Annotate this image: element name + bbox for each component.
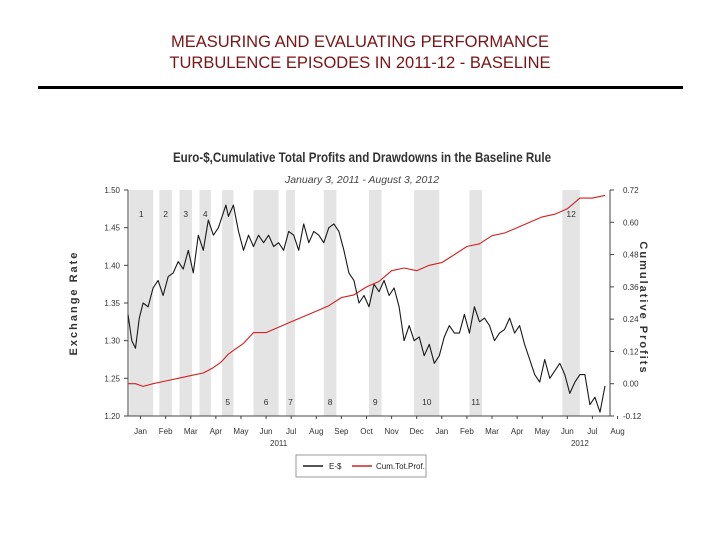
series-line-exchange-rate — [127, 204, 606, 413]
y-axis-title: Exchange Rate — [68, 251, 80, 356]
y-tick-label: 1.25 — [104, 374, 120, 383]
episode-band-1 — [129, 190, 154, 416]
episode-band-10 — [414, 190, 440, 416]
episode-label-10: 10 — [422, 397, 432, 407]
episode-label-6: 6 — [264, 397, 269, 407]
episode-label-5: 5 — [225, 397, 230, 407]
x-tick-label: Dec — [410, 427, 424, 436]
episode-band-4 — [199, 190, 211, 416]
y-tick-label: 1.40 — [104, 261, 120, 270]
episode-shading — [129, 190, 580, 416]
episode-band-11 — [469, 190, 482, 416]
y2-tick-label: 0.12 — [623, 347, 639, 356]
x-tick-label: Jun — [561, 427, 574, 436]
x-tick-label: Jul — [286, 427, 296, 436]
episode-band-7 — [286, 190, 295, 416]
y2-tick-label: 0.36 — [623, 283, 639, 292]
x-tick-label: Feb — [159, 427, 173, 436]
y-tick-label: 1.50 — [104, 186, 120, 195]
episode-label-4: 4 — [203, 209, 208, 219]
episode-label-9: 9 — [373, 397, 378, 407]
legend-label-profits: Cum.Tot.Prof. — [376, 462, 425, 471]
x-tick-label: Apr — [511, 427, 524, 436]
y-tick-label: 1.20 — [104, 412, 120, 421]
x-tick-label: Aug — [610, 427, 624, 436]
x-tick-label: Sep — [334, 427, 349, 436]
chart-subtitle: January 3, 2011 - August 3, 2012 — [284, 174, 439, 186]
episode-label-12: 12 — [566, 209, 576, 219]
episode-label-1: 1 — [139, 209, 144, 219]
y-tick-label: 1.35 — [104, 299, 120, 308]
y2-tick-label: 0.72 — [623, 186, 639, 195]
y2-axis-title: Cumulative Profits — [637, 241, 649, 374]
episode-band-2 — [159, 190, 172, 416]
x-tick-label: Nov — [384, 427, 398, 436]
episode-label-7: 7 — [288, 397, 293, 407]
episode-band-8 — [323, 190, 337, 416]
episode-band-12 — [562, 190, 580, 416]
legend-label-exchange-rate: E-$ — [329, 462, 342, 471]
chart-title: Euro-$,Cumulative Total Profits and Draw… — [173, 150, 551, 165]
x-tick-label: Apr — [210, 427, 223, 436]
slide-title-line-2: TURBULENCE EPISODES IN 2011-12 - BASELIN… — [169, 54, 551, 72]
chart-series — [127, 194, 606, 413]
y2-tick-label: 0.48 — [623, 251, 639, 260]
y2-tick-label: -0.12 — [623, 412, 642, 421]
x-tick-label: Aug — [309, 427, 323, 436]
y2-tick-label: 0.24 — [623, 315, 639, 324]
x-tick-label: Jan — [134, 427, 147, 436]
episode-label-2: 2 — [163, 209, 168, 219]
series-line-cumulative-profits — [128, 194, 606, 387]
episode-label-11: 11 — [471, 397, 480, 407]
episode-label-8: 8 — [328, 397, 333, 407]
chart-legend: E-$ Cum.Tot.Prof. — [295, 454, 427, 478]
x-tick-label: Oct — [360, 427, 373, 436]
x-tick-label: Jun — [260, 427, 273, 436]
x-tick-label: Jan — [435, 427, 448, 436]
slide-title-line-1: MEASURING AND EVALUATING PERFORMANCE — [170, 33, 550, 51]
episode-label-3: 3 — [183, 209, 188, 219]
x-tick-label: Mar — [184, 427, 198, 436]
x-year-label: 2011 — [270, 439, 288, 448]
y-tick-label: 1.45 — [104, 224, 120, 233]
episode-band-6 — [253, 190, 279, 416]
y2-tick-label: 0.00 — [623, 380, 639, 389]
episode-band-9 — [369, 190, 382, 416]
x-tick-label: Mar — [485, 427, 499, 436]
chart-axes: 1.20 1.25 1.30 1.35 1.40 1.45 1.50 -0.12 0.00 0.1… — [68, 186, 649, 448]
x-tick-label: Feb — [460, 427, 474, 436]
x-tick-label: May — [233, 427, 248, 436]
x-year-label: 2012 — [571, 439, 589, 448]
episode-band-5 — [222, 190, 234, 416]
y-tick-label: 1.30 — [104, 337, 120, 346]
y2-tick-label: 0.60 — [623, 218, 639, 227]
x-tick-label: Jul — [587, 427, 597, 436]
title-divider — [38, 86, 683, 89]
episode-band-3 — [179, 190, 193, 416]
x-tick-label: May — [535, 427, 550, 436]
